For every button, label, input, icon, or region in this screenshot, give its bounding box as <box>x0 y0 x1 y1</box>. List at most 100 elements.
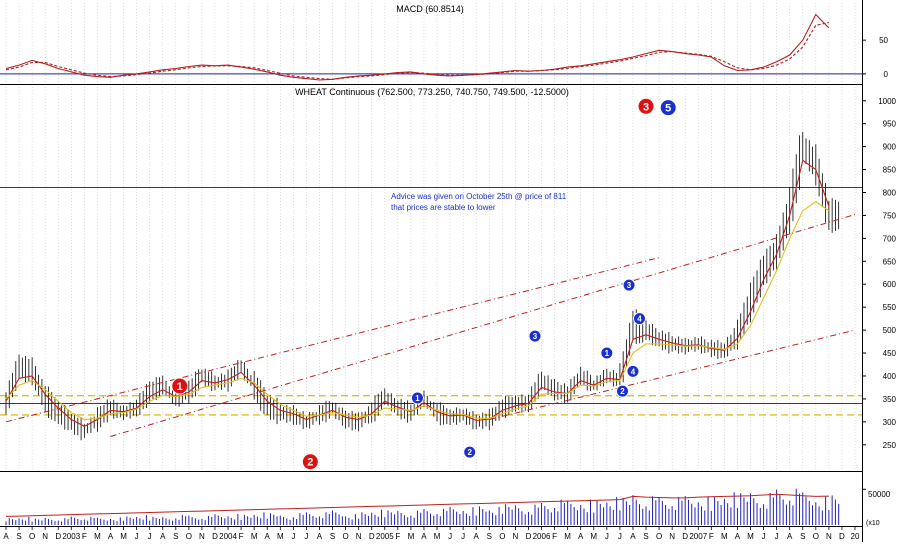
horizontal-levels <box>0 186 862 416</box>
x-tick-label: F <box>709 532 714 541</box>
x-tick-label: J <box>618 532 622 541</box>
x-tick-label: O <box>813 532 819 541</box>
x-tick-label: J <box>291 532 295 541</box>
wave-marker-label: 1 <box>177 381 183 393</box>
volume-tick-label: 50000 <box>868 490 891 499</box>
x-tick-label: O <box>186 532 192 541</box>
x-tick-label: A <box>317 532 323 541</box>
price-tick-label: 950 <box>883 120 897 129</box>
x-tick-label: O <box>656 532 662 541</box>
wave-marker-label: 3 <box>533 332 538 341</box>
x-tick-label: M <box>277 532 284 541</box>
macd-tick-label: 50 <box>879 36 888 45</box>
x-tick-label: M <box>747 532 754 541</box>
price-tick-label: 1000 <box>878 97 896 106</box>
trend-line <box>5 257 660 423</box>
x-tick-label: S <box>800 532 805 541</box>
wave-marker <box>622 278 636 292</box>
x-tick-label: J <box>148 532 152 541</box>
x-tick-label: A <box>735 532 741 541</box>
slow-moving-average <box>5 201 830 421</box>
x-tick-label: M <box>94 532 101 541</box>
x-tick-label: A <box>474 532 480 541</box>
price-tick-label: 700 <box>883 234 897 243</box>
macd-panel: MACD (60.8514) 50 0 <box>0 4 889 81</box>
volume-panel: 50000 (x10 <box>5 488 891 527</box>
wave-marker <box>410 391 424 405</box>
macd-signal-line <box>5 22 830 80</box>
x-tick-label: J <box>461 532 465 541</box>
x-tick-label: J <box>135 532 139 541</box>
advice-annotation-line1: Advice was given on October 25th @ price… <box>391 192 567 201</box>
wave-markers: 1 2 3 1 2 3 1 2 3 4 4 5 <box>171 97 677 471</box>
x-tick-label: 2004 <box>219 532 237 541</box>
price-tick-label: 350 <box>883 395 897 404</box>
panel-frames <box>0 0 863 542</box>
x-tick-label: N <box>826 532 832 541</box>
x-tick-label: D <box>682 532 688 541</box>
price-tick-label: 450 <box>883 349 897 358</box>
x-tick-label: J <box>775 532 779 541</box>
wave-marker-label: 4 <box>637 315 642 324</box>
price-tick-label: 900 <box>883 143 897 152</box>
x-tick-label: S <box>173 532 178 541</box>
wave-marker-label: 3 <box>643 101 649 113</box>
open-interest-line <box>5 488 866 517</box>
x-tick-label: A <box>160 532 166 541</box>
x-tick-label: O <box>342 532 348 541</box>
wave-marker <box>463 445 477 459</box>
x-tick-label: J <box>605 532 609 541</box>
price-tick-label: 500 <box>883 326 897 335</box>
x-tick-label: 2003 <box>62 532 80 541</box>
volume-bars <box>5 488 840 525</box>
trend-line <box>489 329 856 420</box>
wave-marker <box>626 364 640 378</box>
wave-marker <box>659 99 677 117</box>
x-tick-label: D <box>212 532 218 541</box>
x-tick-label: M <box>408 532 415 541</box>
x-tick-label: M <box>590 532 597 541</box>
x-tick-label: A <box>265 532 271 541</box>
x-tick-label: S <box>643 532 648 541</box>
x-tick-label: D <box>55 532 61 541</box>
price-tick-label: 550 <box>883 303 897 312</box>
x-tick-label: M <box>120 532 127 541</box>
x-tick-label: F <box>552 532 557 541</box>
price-tick-label: 800 <box>883 188 897 197</box>
volume-unit-label: (x10 <box>866 520 880 527</box>
wave-marker-label: 3 <box>627 281 632 290</box>
open-interest-path <box>5 493 829 517</box>
x-tick-label: F <box>395 532 400 541</box>
x-tick-label: N <box>356 532 362 541</box>
x-tick-label: A <box>578 532 584 541</box>
price-tick-label: 750 <box>883 211 897 220</box>
x-tick-label: J <box>448 532 452 541</box>
x-tick-label: A <box>787 532 793 541</box>
x-tick-label: F <box>239 532 244 541</box>
price-title: WHEAT Continuous (762.500, 773.250, 740.… <box>295 87 569 97</box>
wave-marker <box>637 97 655 115</box>
x-tick-label: 20 <box>851 532 860 541</box>
wave-marker <box>616 384 630 398</box>
wave-marker-label: 4 <box>631 367 636 376</box>
x-tick-label: M <box>721 532 728 541</box>
price-tick-label: 250 <box>883 441 897 450</box>
x-tick-label: N <box>42 532 48 541</box>
price-tick-label: 850 <box>883 166 897 175</box>
fast-moving-average <box>5 159 830 428</box>
advice-annotation-line2: that prices are stable to lower <box>391 203 496 212</box>
wave-marker-label: 2 <box>467 448 472 457</box>
price-tick-label: 300 <box>883 418 897 427</box>
wave-marker-label: 1 <box>605 349 610 358</box>
x-tick-label: N <box>513 532 519 541</box>
price-panel: WHEAT Continuous (762.500, 773.250, 740.… <box>0 87 897 471</box>
x-tick-label: D <box>839 532 845 541</box>
macd-tick-label: 0 <box>884 70 889 79</box>
wave-marker-label: 5 <box>665 103 671 115</box>
x-tick-label: O <box>29 532 35 541</box>
x-tick-label: 2007 <box>689 532 707 541</box>
x-tick-label: D <box>369 532 375 541</box>
x-tick-label: M <box>434 532 441 541</box>
